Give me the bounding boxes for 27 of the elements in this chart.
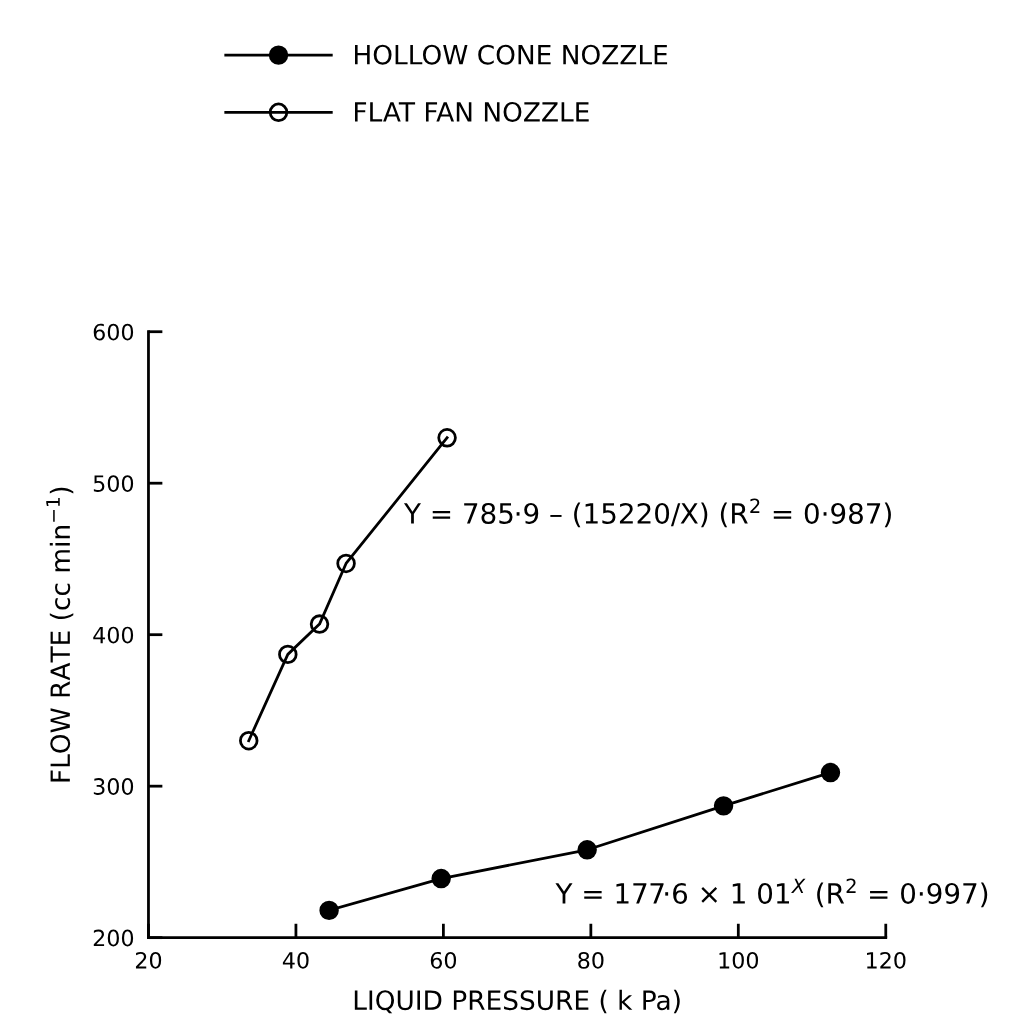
- y-tick-label: 600: [93, 323, 134, 341]
- point: [278, 644, 298, 665]
- point: [437, 428, 457, 448]
- annotation: Y = 785·9 – (15220/X) (R$^{2}$ = 0·987): [403, 498, 891, 528]
- x-tick-label: 100: [719, 951, 759, 969]
- point: [431, 868, 451, 889]
- legend-label: HOLLOW CONE NOZZLE: [355, 44, 668, 65]
- y-axis-title: FLOW RATE (cc min$^{−1}$): [46, 487, 74, 782]
- y-tick-label: 300: [93, 778, 134, 795]
- y-tick-label: 400: [93, 626, 134, 644]
- x-tick-label: 60: [430, 951, 457, 969]
- point: [713, 796, 734, 816]
- x-tick-label: 120: [867, 951, 906, 969]
- point: [319, 900, 339, 921]
- point: [336, 553, 356, 574]
- annotation: Y = 177·6 × 1 01$^{X}$ (R$^{2}$ = 0·997): [555, 878, 988, 908]
- x-tick-label: 80: [578, 951, 604, 969]
- x-tick-label: 20: [135, 951, 162, 969]
- point: [239, 731, 259, 751]
- x-axis-title: LIQUID PRESSURE ( k Pa): [354, 989, 680, 1014]
- point: [309, 614, 330, 634]
- legend-label: FLAT FAN NOZZLE: [355, 101, 589, 122]
- point: [577, 840, 597, 860]
- point: [820, 762, 841, 783]
- y-tick-label: 200: [93, 929, 134, 947]
- y-tick-label: 500: [93, 475, 134, 492]
- x-tick-label: 40: [282, 951, 309, 969]
